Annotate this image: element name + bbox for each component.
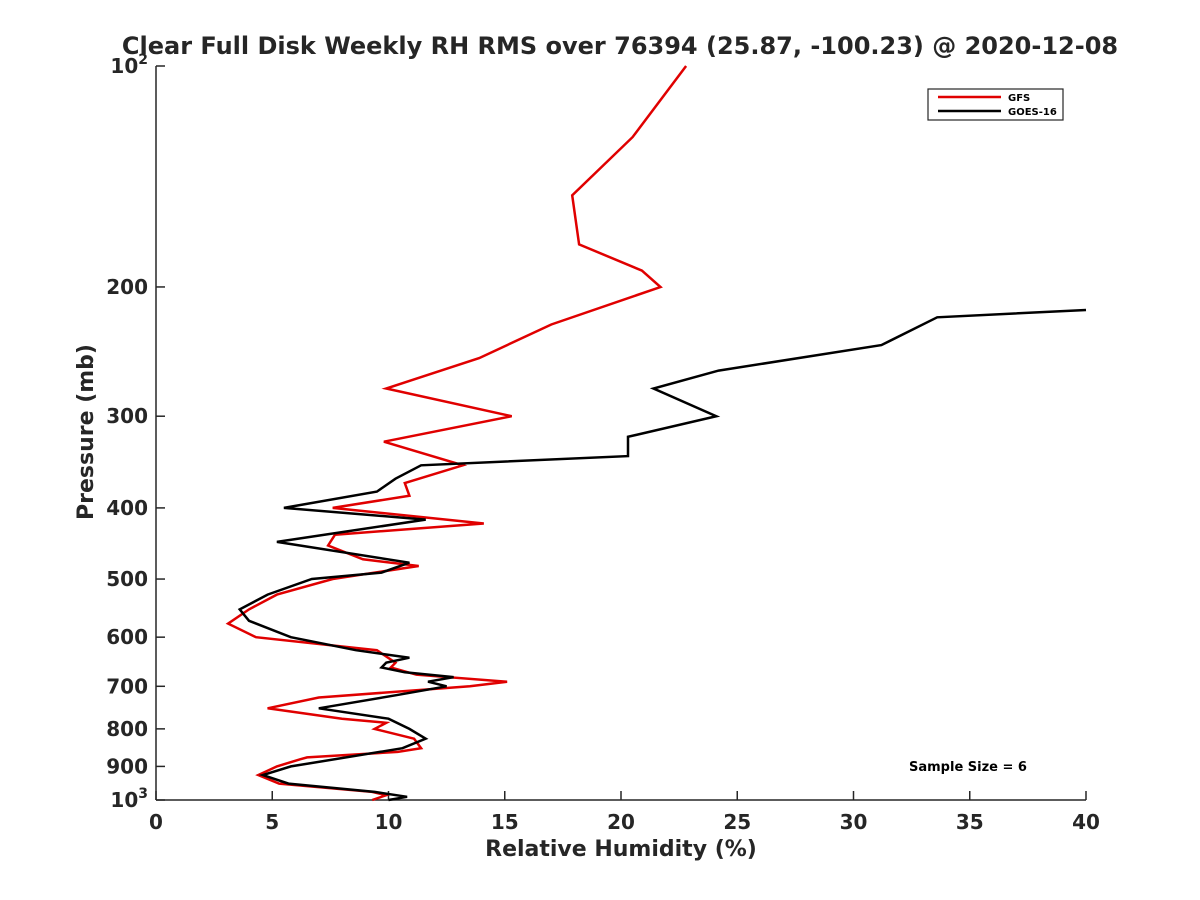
series-line-goes-16: [237, 308, 1087, 802]
x-tick-label: 5: [265, 810, 279, 834]
y-tick-label: 700: [106, 674, 148, 698]
x-axis-label: Relative Humidity (%): [485, 837, 757, 862]
legend-label: GFS: [1008, 93, 1030, 104]
legend: GFS GOES-16: [927, 88, 1064, 121]
x-tick-label: 25: [723, 810, 751, 834]
x-tick-label: 20: [607, 810, 635, 834]
y-tick-label: 300: [106, 404, 148, 428]
x-tick-label: 0: [149, 810, 163, 834]
y-tick-label: 800: [106, 717, 148, 741]
legend-label: GOES-16: [1008, 107, 1057, 118]
y-tick-label: 400: [106, 496, 148, 520]
y-tick-label: 600: [106, 625, 148, 649]
y-tick-label: 200: [106, 275, 148, 299]
y-tick-label: 102: [110, 52, 148, 78]
sample-size-annotation: Sample Size = 6: [909, 760, 1027, 775]
legend-box: [927, 88, 1064, 121]
x-tick-label: 10: [375, 810, 403, 834]
y-tick-label: 103: [110, 786, 148, 812]
x-tick-label: 15: [491, 810, 519, 834]
y-tick-label: 900: [106, 754, 148, 778]
y-axis-label: Pressure (mb): [74, 344, 99, 520]
series-line-gfs: [225, 65, 688, 802]
y-tick-label: 500: [106, 567, 148, 591]
plot-area: 0 5 10 15 20 25 30 35 40 102 200 300 400 500 600 700 800…: [106, 52, 1100, 834]
chart-title: Clear Full Disk Weekly RH RMS over 76394…: [122, 32, 1118, 60]
x-tick-label: 40: [1072, 810, 1100, 834]
x-tick-label: 30: [840, 810, 868, 834]
x-tick-label: 35: [956, 810, 984, 834]
